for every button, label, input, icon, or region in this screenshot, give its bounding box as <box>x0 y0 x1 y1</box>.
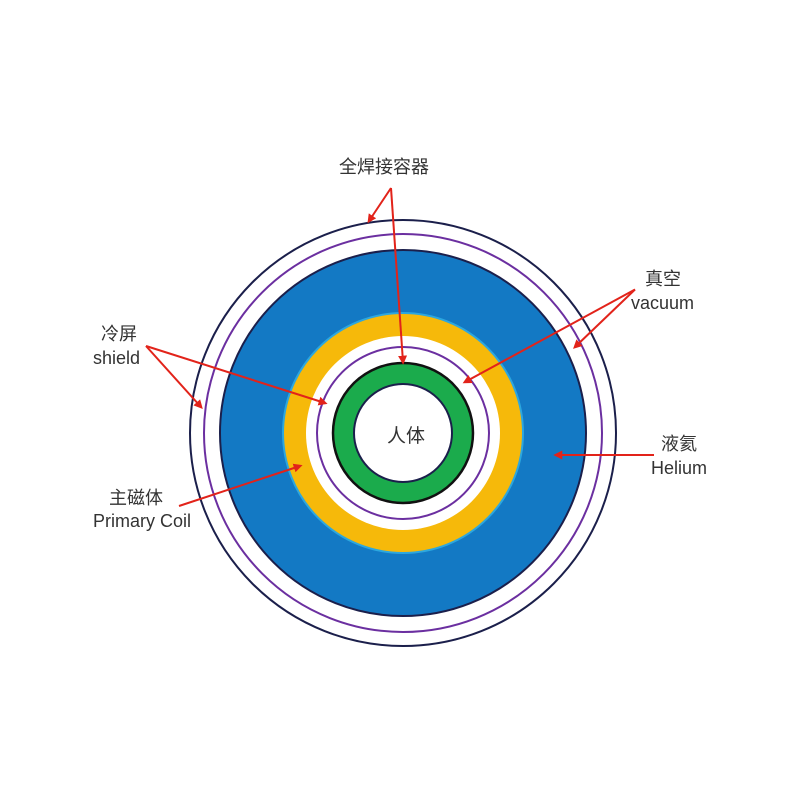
svg-text:Primary Coil: Primary Coil <box>93 511 191 531</box>
svg-text:人体: 人体 <box>387 425 425 447</box>
svg-text:全焊接容器: 全焊接容器 <box>339 157 429 177</box>
svg-text:真空: 真空 <box>645 269 681 289</box>
svg-text:vacuum: vacuum <box>631 293 694 313</box>
svg-text:液氦: 液氦 <box>661 434 697 454</box>
svg-text:Helium: Helium <box>651 458 707 478</box>
svg-text:shield: shield <box>93 348 140 368</box>
svg-text:主磁体: 主磁体 <box>109 488 163 508</box>
svg-text:冷屏: 冷屏 <box>101 324 137 344</box>
